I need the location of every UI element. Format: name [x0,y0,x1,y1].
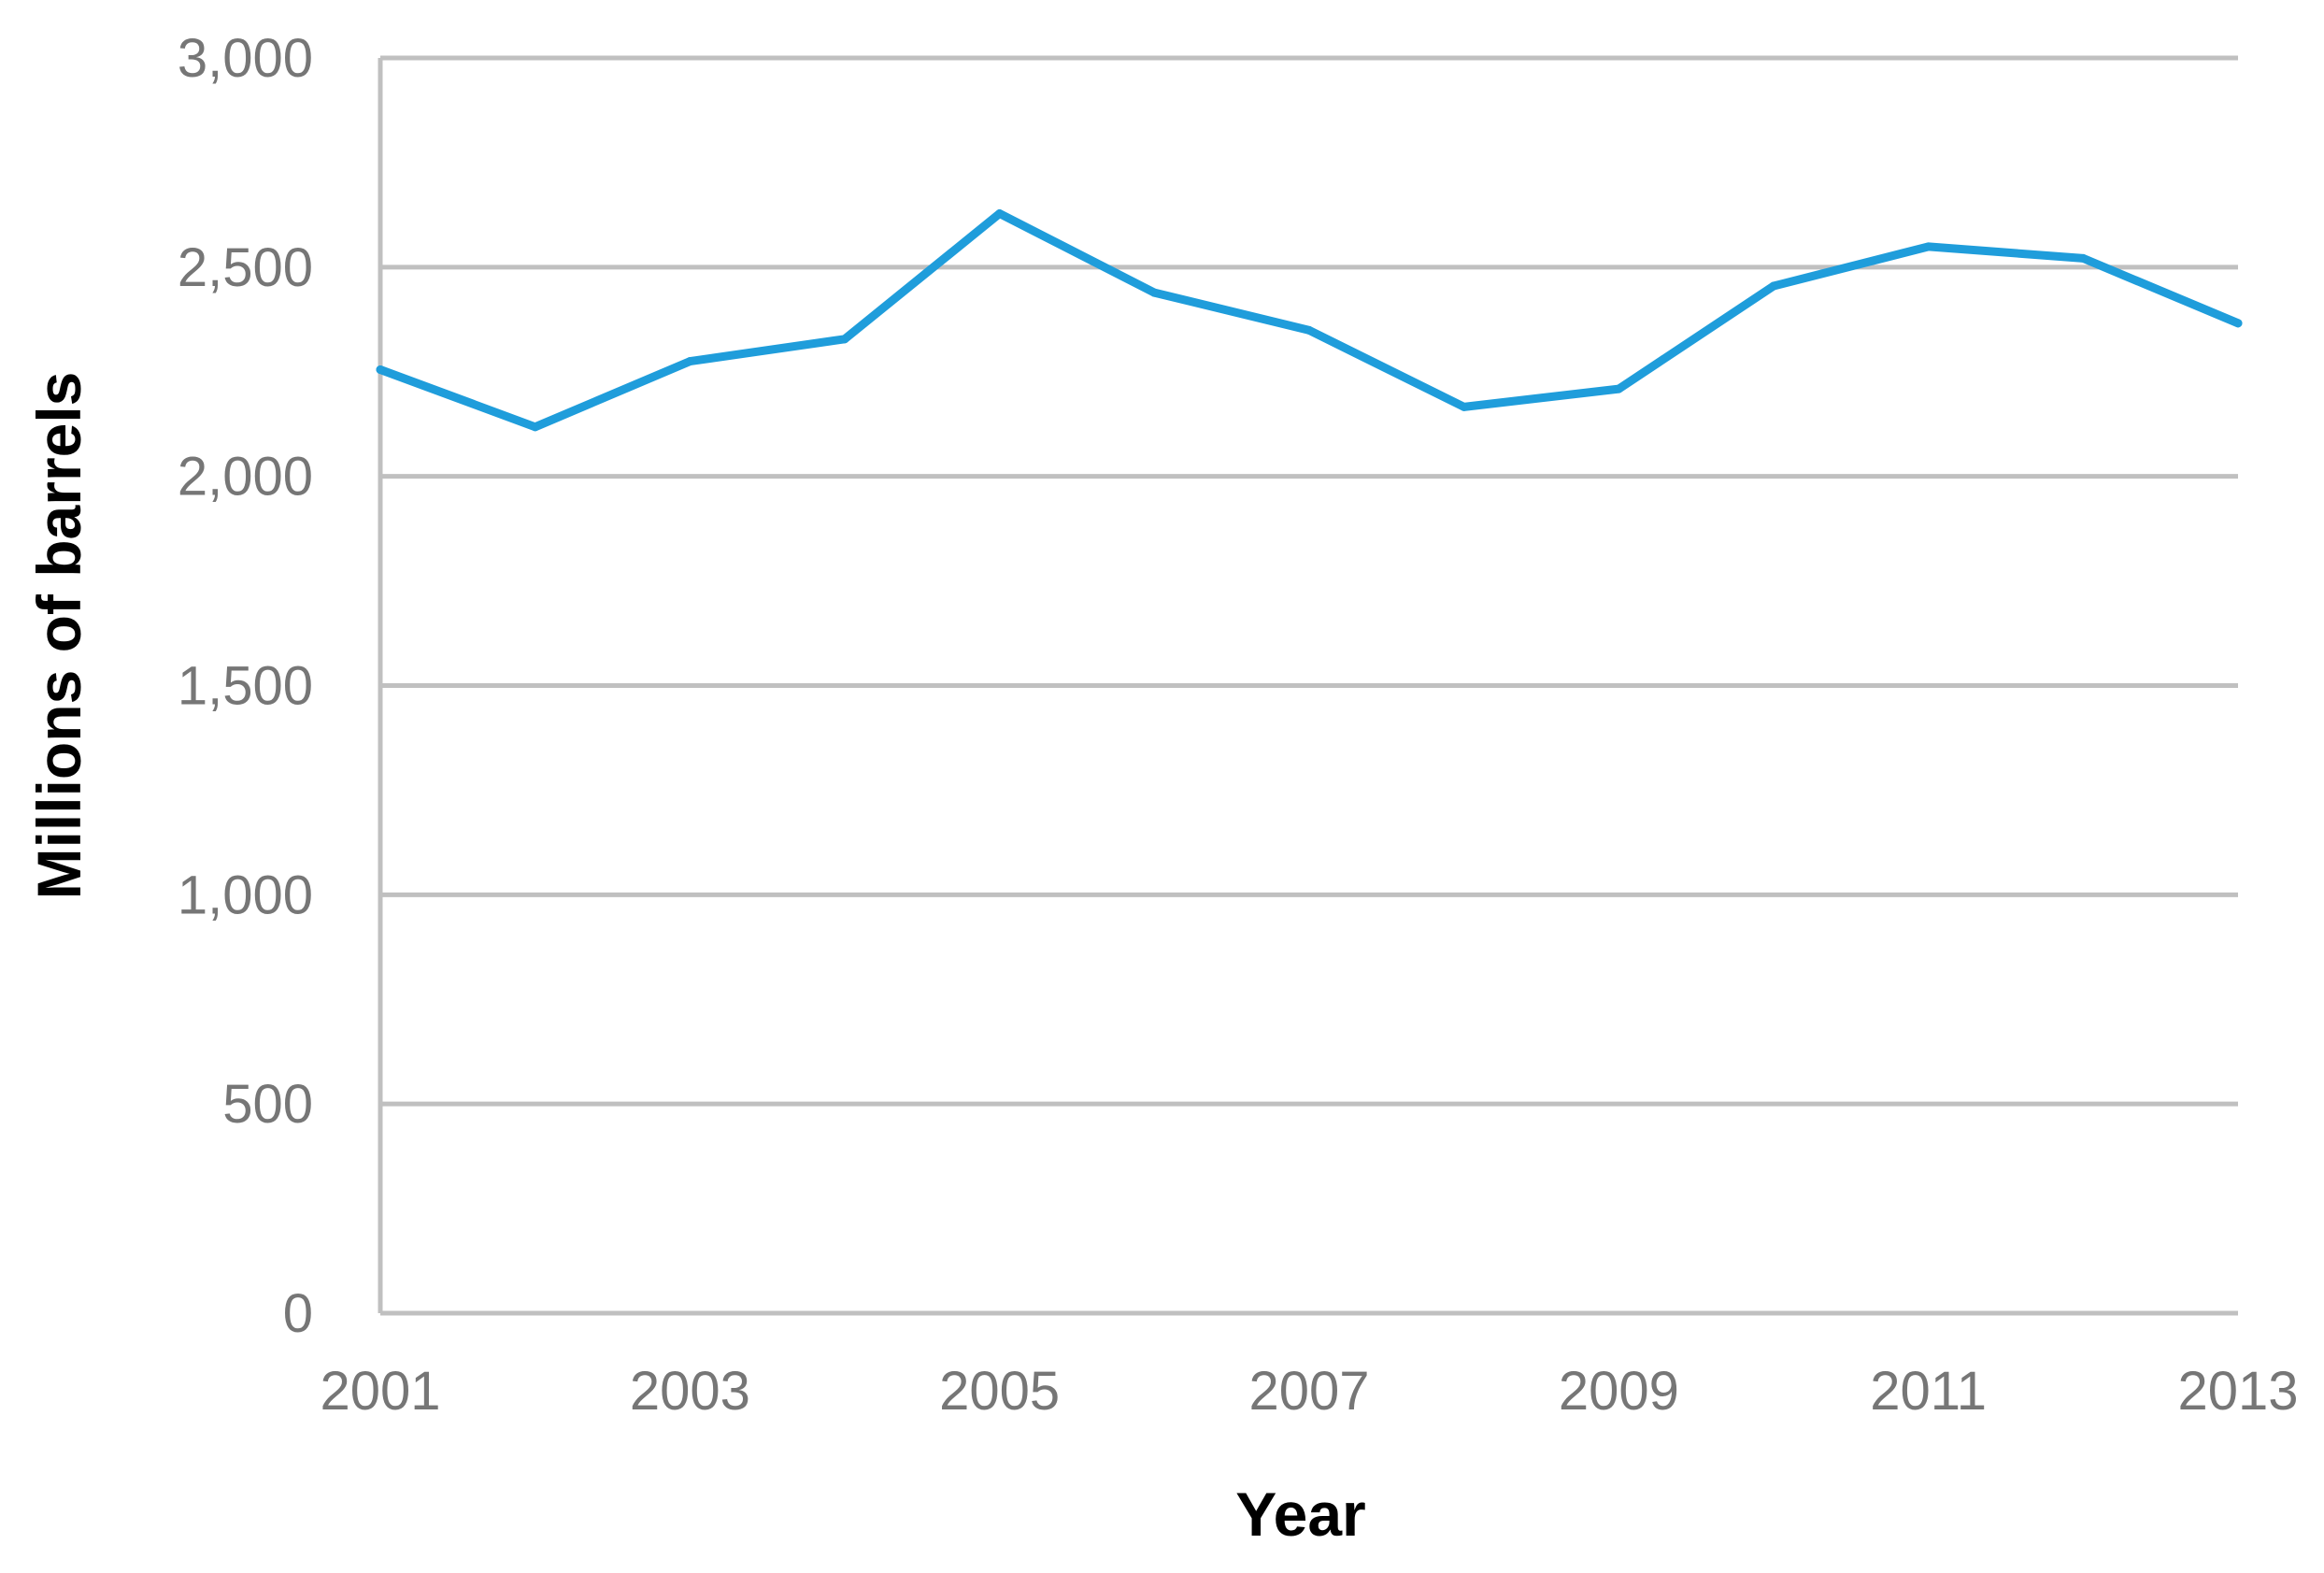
data-point-2005 [995,209,1005,219]
x-tick-label: 2011 [1870,1361,1987,1422]
x-tick-label: 2005 [939,1361,1060,1422]
data-point-2009 [1614,384,1623,393]
x-tick-label: 2001 [320,1361,440,1422]
x-tick-label: 2003 [630,1361,750,1422]
data-point-2011 [1924,242,1933,251]
data-point-2010 [1769,281,1778,291]
data-point-2013 [2233,319,2243,328]
data-point-2001 [376,365,385,375]
data-point-2007 [1305,325,1314,335]
x-tick-label: 2013 [2177,1361,2298,1422]
y-tick-labels: 0 500 1,000 1,500 2,000 2,500 3,000 [178,28,313,1344]
y-tick-label: 2,500 [178,237,313,298]
x-tick-label: 2007 [1248,1361,1369,1422]
y-tick-label: 2,000 [178,447,313,508]
series-line-0 [376,209,2243,432]
axes [378,58,2238,1316]
gridlines [380,55,2238,1107]
y-tick-label: 0 [283,1283,313,1344]
y-tick-label: 1,500 [178,656,313,717]
data-point-2012 [2078,253,2088,263]
x-tick-labels: 2001 2003 2005 2007 2009 2011 2013 [320,1361,2298,1422]
data-point-2002 [531,422,540,432]
y-tick-label: 3,000 [178,28,313,89]
y-axis-title: Millions of barrels [24,372,93,900]
y-tick-label: 1,000 [178,865,313,925]
x-axis-title: Year [1235,1480,1365,1549]
x-tick-label: 2009 [1559,1361,1679,1422]
series [376,209,2243,432]
y-tick-label: 500 [222,1074,313,1135]
data-point-2003 [685,357,694,366]
data-point-2008 [1460,402,1469,411]
data-point-2004 [840,335,849,344]
data-point-2006 [1149,288,1159,297]
